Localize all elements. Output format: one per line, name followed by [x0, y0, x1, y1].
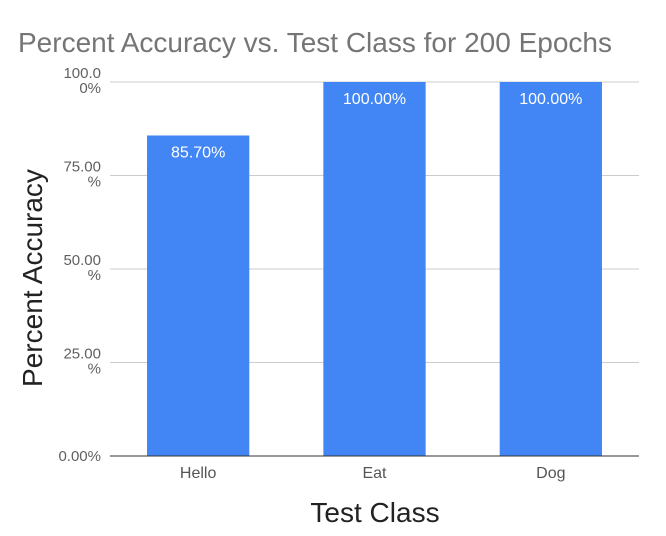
x-category-label: Eat — [362, 465, 387, 482]
y-tick-label: 25.00% — [63, 346, 101, 378]
bar — [147, 135, 250, 456]
y-axis-ticks: 0.00% 25.00 % 50.00 % 75.00 % 100.0 0% — [58, 65, 101, 465]
x-category-label: Hello — [180, 465, 217, 482]
y-axis-title: Percent Accuracy — [17, 169, 48, 387]
bars: 85.70% 100.00% 100.00% — [147, 82, 602, 456]
y-tick-label: 0.00% — [58, 448, 101, 465]
x-category-label: Dog — [536, 465, 565, 482]
y-tick-label: 50.00% — [63, 252, 101, 284]
chart-title: Percent Accuracy vs. Test Class for 200 … — [18, 27, 612, 58]
x-axis-categories: Hello Eat Dog — [180, 465, 566, 482]
bar-data-label: 100.00% — [343, 91, 406, 108]
bar — [323, 82, 426, 456]
x-axis-title: Test Class — [310, 497, 439, 528]
y-tick-label: 100.0 0% — [63, 65, 101, 97]
bar-data-label: 85.70% — [171, 144, 225, 161]
bar-data-label: 100.00% — [519, 91, 582, 108]
bar — [499, 82, 602, 456]
y-tick-label: 75.00% — [63, 159, 101, 191]
